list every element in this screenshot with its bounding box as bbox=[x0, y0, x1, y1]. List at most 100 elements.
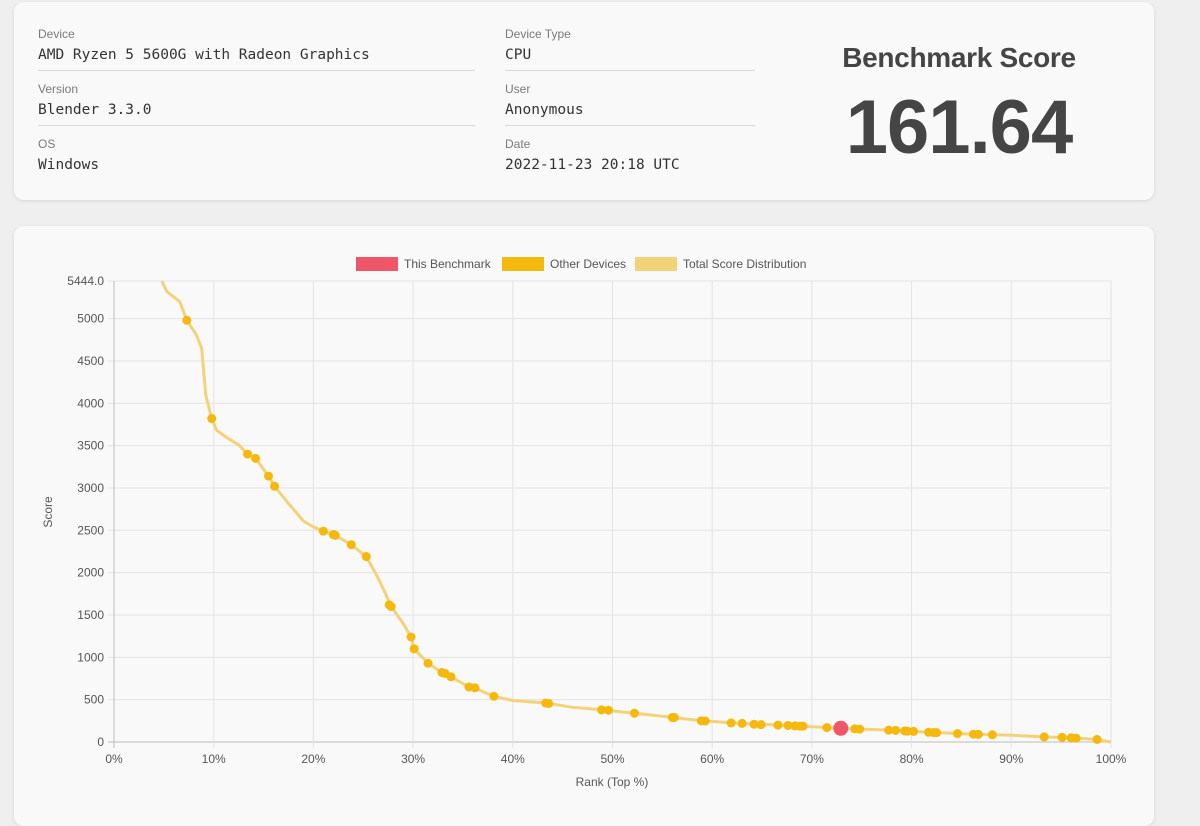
x-tick-label: 100% bbox=[1096, 752, 1127, 766]
device-field: Device AMD Ryzen 5 5600G with Radeon Gra… bbox=[38, 27, 475, 71]
x-tick-label: 10% bbox=[202, 752, 226, 766]
other-device-point[interactable] bbox=[346, 540, 356, 550]
other-device-point[interactable] bbox=[973, 729, 983, 739]
legend-swatch bbox=[502, 257, 544, 271]
chart-card: This Benchmark Other Devices Total Score D… bbox=[14, 226, 1154, 826]
other-device-point[interactable] bbox=[597, 705, 607, 715]
version-value: Blender 3.3.0 bbox=[38, 101, 475, 126]
other-device-point[interactable] bbox=[1039, 732, 1049, 742]
x-tick-label: 60% bbox=[700, 752, 724, 766]
device-label: Device bbox=[38, 27, 75, 41]
y-axis-ticks: 0 500 1000 1500 2000 2500 3000 3500 4000 4500 5000… bbox=[67, 274, 104, 749]
device-type-value: CPU bbox=[505, 46, 755, 71]
user-value: Anonymous bbox=[505, 101, 755, 126]
other-device-point[interactable] bbox=[783, 720, 793, 730]
other-device-point[interactable] bbox=[330, 530, 340, 540]
y-tick-label: 4000 bbox=[77, 396, 104, 410]
chart-series bbox=[160, 280, 1112, 744]
other-device-point[interactable] bbox=[604, 705, 614, 715]
this-benchmark-point[interactable] bbox=[833, 720, 849, 736]
os-value: Windows bbox=[38, 157, 100, 173]
other-device-point[interactable] bbox=[669, 712, 679, 722]
other-device-point[interactable] bbox=[629, 708, 639, 718]
legend-swatch bbox=[356, 257, 398, 271]
other-device-point[interactable] bbox=[726, 718, 736, 728]
other-device-point[interactable] bbox=[700, 716, 710, 726]
other-device-point[interactable] bbox=[884, 725, 894, 735]
date-value: 2022-11-23 20:18 UTC bbox=[505, 157, 680, 173]
other-device-point[interactable] bbox=[749, 719, 759, 729]
other-device-point[interactable] bbox=[909, 726, 919, 736]
other-device-point[interactable] bbox=[1092, 734, 1102, 744]
version-label: Version bbox=[38, 82, 79, 96]
other-device-point[interactable] bbox=[182, 315, 192, 325]
os-field: OS Windows bbox=[38, 137, 475, 180]
device-type-field: Device Type CPU bbox=[505, 27, 755, 71]
y-tick-label: 500 bbox=[84, 693, 104, 707]
other-device-point[interactable] bbox=[207, 414, 217, 424]
legend-item[interactable]: Other Devices bbox=[502, 257, 626, 271]
other-device-point[interactable] bbox=[489, 691, 499, 701]
other-device-point[interactable] bbox=[822, 723, 832, 733]
other-device-point[interactable] bbox=[423, 658, 433, 668]
other-device-point[interactable] bbox=[264, 471, 274, 481]
legend-item[interactable]: This Benchmark bbox=[356, 257, 492, 271]
device-type-label: Device Type bbox=[505, 27, 571, 41]
other-device-point[interactable] bbox=[446, 672, 456, 682]
other-device-point[interactable] bbox=[470, 683, 480, 693]
other-device-point[interactable] bbox=[737, 718, 747, 728]
legend-item[interactable]: Total Score Distribution bbox=[635, 257, 806, 271]
x-tick-label: 70% bbox=[800, 752, 824, 766]
other-device-point[interactable] bbox=[1057, 732, 1067, 742]
y-tick-label: 1000 bbox=[77, 650, 104, 664]
date-label: Date bbox=[505, 137, 531, 151]
other-device-point[interactable] bbox=[987, 730, 997, 740]
other-device-point[interactable] bbox=[952, 729, 962, 739]
y-tick-label: 3500 bbox=[77, 439, 104, 453]
other-device-point[interactable] bbox=[1071, 733, 1081, 743]
other-device-point[interactable] bbox=[251, 453, 261, 463]
other-device-point[interactable] bbox=[406, 632, 416, 642]
other-device-point[interactable] bbox=[798, 721, 808, 731]
other-device-point[interactable] bbox=[270, 481, 280, 491]
x-tick-label: 80% bbox=[900, 752, 924, 766]
legend-label: Total Score Distribution bbox=[683, 257, 806, 271]
y-tick-label: 5000 bbox=[77, 312, 104, 326]
legend-label: This Benchmark bbox=[404, 257, 492, 271]
other-device-point[interactable] bbox=[544, 698, 554, 708]
other-device-point[interactable] bbox=[409, 644, 419, 654]
chart-grid bbox=[108, 280, 1112, 748]
other-device-point[interactable] bbox=[756, 720, 766, 730]
other-device-point[interactable] bbox=[891, 725, 901, 735]
benchmark-score-title: Benchmark Score bbox=[842, 42, 1076, 73]
benchmark-info-card: Device AMD Ryzen 5 5600G with Radeon Gra… bbox=[14, 2, 1154, 200]
chart-legend: This Benchmark Other Devices Total Score D… bbox=[356, 257, 806, 271]
y-tick-label: 4500 bbox=[77, 354, 104, 368]
other-device-point[interactable] bbox=[361, 552, 371, 562]
x-axis-ticks: 0% 10% 20% 30% 40% 50% 60% 70% 80% 90% 100% bbox=[105, 752, 1126, 766]
y-tick-label: 1500 bbox=[77, 608, 104, 622]
y-tick-label: 3000 bbox=[77, 481, 104, 495]
other-device-point[interactable] bbox=[318, 526, 328, 536]
other-device-point[interactable] bbox=[243, 449, 253, 459]
legend-label: Other Devices bbox=[550, 257, 626, 271]
version-field: Version Blender 3.3.0 bbox=[38, 82, 475, 126]
y-tick-label: 2500 bbox=[77, 523, 104, 537]
date-field: Date 2022-11-23 20:18 UTC bbox=[505, 137, 755, 180]
other-device-point[interactable] bbox=[386, 602, 396, 612]
x-axis-label: Rank (Top %) bbox=[576, 775, 649, 789]
other-device-point[interactable] bbox=[932, 728, 942, 738]
y-tick-label: 2000 bbox=[77, 566, 104, 580]
total-score-distribution-line bbox=[160, 280, 1112, 744]
other-device-point[interactable] bbox=[855, 724, 865, 734]
user-field: User Anonymous bbox=[505, 82, 755, 126]
y-tick-label: 0 bbox=[97, 735, 104, 749]
x-tick-label: 40% bbox=[501, 752, 525, 766]
x-tick-label: 0% bbox=[105, 752, 123, 766]
other-device-point[interactable] bbox=[773, 720, 783, 730]
x-tick-label: 50% bbox=[600, 752, 624, 766]
x-tick-label: 30% bbox=[401, 752, 425, 766]
os-label: OS bbox=[38, 137, 56, 151]
y-tick-label: 5444.0 bbox=[67, 274, 104, 288]
score-chart: This Benchmark Other Devices Total Score D… bbox=[41, 257, 1127, 789]
